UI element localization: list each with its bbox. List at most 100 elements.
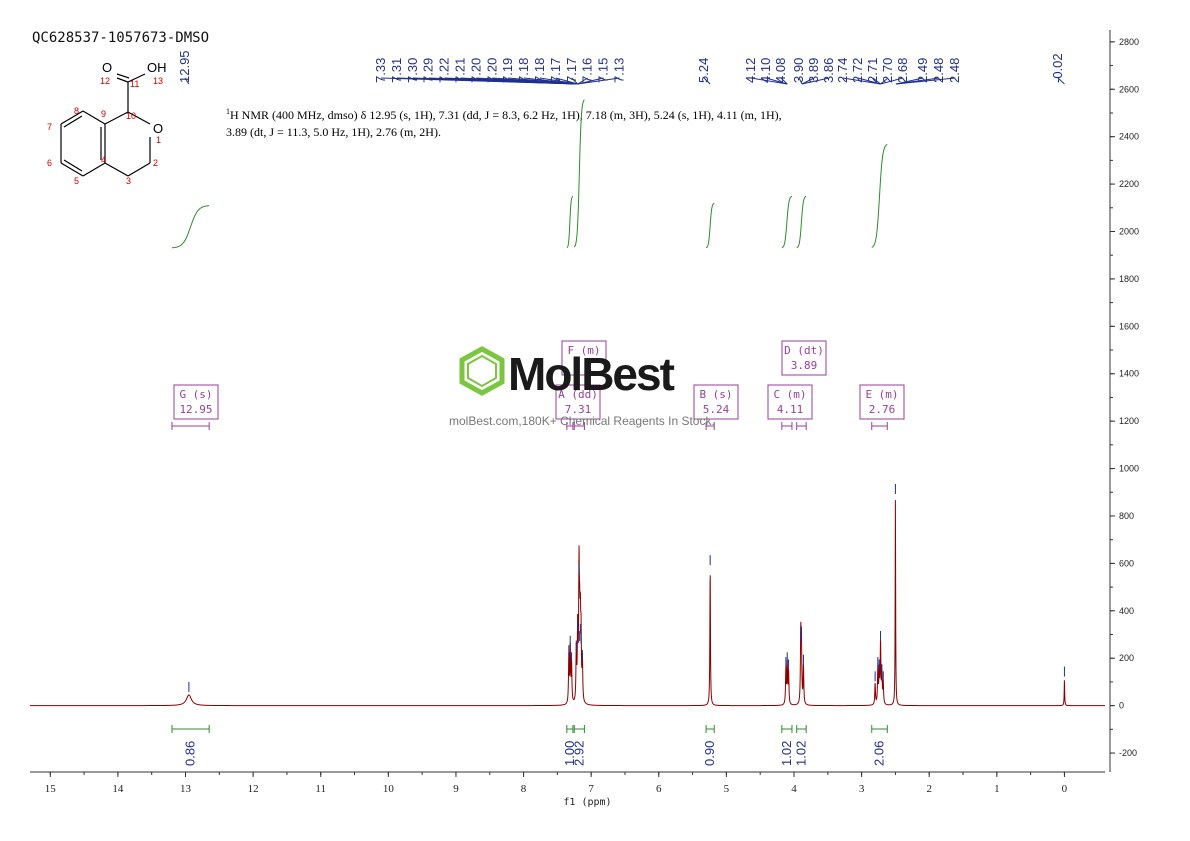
- peak-label: 7.20: [484, 58, 499, 83]
- peak-label-leader: [703, 77, 711, 85]
- integral-curve: [171, 205, 210, 249]
- multiplet-label: D (dt): [784, 344, 824, 357]
- watermark-tagline: molBest.com,180K+ Chemical Reagents In S…: [449, 414, 715, 428]
- x-tick-label: 1: [994, 783, 1000, 795]
- x-tick-label: 14: [112, 783, 124, 795]
- integral-labels: 0.86 1.002.92 0.90 1.02 1.02 2.06: [171, 725, 888, 766]
- multiplet-value: 5.24: [703, 403, 730, 416]
- y-tick-label: 800: [1119, 511, 1134, 521]
- multiplet-label: G (s): [179, 388, 212, 401]
- peak-label-leader: [872, 77, 881, 85]
- peak-label: 5.24: [696, 58, 711, 83]
- atom-o-carbonyl: O: [102, 60, 112, 75]
- peak-label: 4.08: [773, 58, 788, 83]
- spectrum-line: [30, 500, 1105, 707]
- integral-curve: [871, 144, 888, 248]
- peak-label-leader: [880, 77, 889, 85]
- y-tick-label: 2600: [1119, 84, 1139, 94]
- peak-label: 7.17: [564, 58, 579, 83]
- atom-number-3: 3: [126, 176, 131, 186]
- y-tick-label: 1200: [1119, 416, 1139, 426]
- peak-label-leader: [765, 77, 788, 85]
- x-tick-label: 2: [926, 783, 932, 795]
- multiplet-value: 2.76: [869, 403, 896, 416]
- x-tick-label: 15: [45, 783, 57, 795]
- peak-label-leader: [880, 77, 904, 85]
- y-tick-label: 2200: [1119, 179, 1139, 189]
- y-tick-label: 1000: [1119, 464, 1139, 474]
- y-tick-label: 200: [1119, 653, 1134, 663]
- y-tick-label: 1400: [1119, 369, 1139, 379]
- peak-label-leader: [577, 77, 620, 85]
- peak-label-leader: [571, 77, 578, 85]
- multiplet-box: [859, 384, 905, 420]
- peak-label-leader: [577, 77, 588, 85]
- peak-labels: 7.33 7.31 7.30 7.29 7.22 7.21 7.20 7.20 7.19 7.18…: [177, 50, 1065, 85]
- atom-number-8: 8: [74, 106, 79, 116]
- atom-number-6: 6: [47, 158, 52, 168]
- x-tick-label: 9: [453, 783, 459, 795]
- axes: 15 14 13 12 11 10 9 8 7 6 5 4 3 2 1 0f1 (ppm)-200020040…: [30, 30, 1139, 808]
- peak-label-leader: [798, 77, 803, 85]
- peak-label: 7.13: [612, 58, 627, 83]
- peak-label: 7.20: [468, 58, 483, 83]
- peak-label: 2.71: [865, 58, 880, 83]
- molecule-atom-labels: O OH O: [102, 60, 167, 136]
- multiplet-label: F (m): [567, 344, 600, 357]
- peak-label: 3.89: [806, 58, 821, 83]
- spectrum-trace: [30, 484, 1105, 707]
- y-tick-label: -200: [1119, 748, 1137, 758]
- multiplet-label: A (dd): [558, 388, 598, 401]
- peak-label: 2.70: [880, 58, 895, 83]
- atom-o-ring: O: [153, 121, 163, 136]
- integral-curve: [781, 195, 793, 249]
- watermark-logo-text: MolBest: [508, 348, 675, 400]
- integral-label: 0.90: [702, 741, 717, 766]
- peak-label: 4.10: [758, 58, 773, 83]
- peak-label: 2.68: [895, 58, 910, 83]
- peak-label: 2.72: [850, 58, 865, 83]
- peak-label: 2.74: [835, 58, 850, 83]
- y-tick-label: 2800: [1119, 37, 1139, 47]
- peak-label-leader: [555, 77, 578, 85]
- x-tick-label: 12: [248, 783, 259, 795]
- atom-oh: OH: [147, 60, 167, 75]
- peak-label: 4.12: [743, 58, 758, 83]
- integral-curve: [705, 202, 715, 249]
- nucleus-superscript: 1: [226, 107, 230, 116]
- peak-label: 7.21: [453, 58, 468, 83]
- x-tick-label: 0: [1062, 783, 1068, 795]
- integral-curves: [171, 99, 888, 249]
- x-tick-label: 13: [180, 783, 192, 795]
- multiplet-box: [173, 384, 219, 420]
- atom-number-2: 2: [153, 158, 158, 168]
- peak-label: 7.22: [437, 58, 452, 83]
- x-tick-label: 6: [656, 783, 662, 795]
- peak-label: 7.29: [421, 58, 436, 83]
- peak-label: 7.16: [580, 58, 595, 83]
- peak-label-leader: [801, 77, 830, 85]
- peak-label-leader: [780, 77, 788, 85]
- x-tick-label: 7: [588, 783, 594, 795]
- peak-label-leader: [1057, 77, 1065, 85]
- multiplet-value: 7.31: [565, 403, 592, 416]
- integral-label: 1.02: [793, 741, 808, 766]
- y-tick-label: 1800: [1119, 274, 1139, 284]
- multiplet-value: 3.89: [791, 359, 818, 372]
- molecule-atom-numbers: 12 11 13 10 1 9 8 7 6 5 4 3 2: [47, 76, 163, 186]
- integral-curve: [796, 195, 807, 249]
- peak-label: -0.02: [1050, 53, 1065, 83]
- atom-number-13: 13: [153, 76, 163, 86]
- integral-label: 2.92: [571, 741, 586, 766]
- nmr-description-text: H NMR (400 MHz, dmso) δ 12.95 (s, 1H), 7…: [226, 108, 782, 139]
- multiplet-box: [781, 340, 827, 376]
- peak-label: 7.19: [500, 58, 515, 83]
- peak-label: 7.33: [373, 58, 388, 83]
- multiplet-box: [693, 384, 739, 420]
- peak-label-leader: [184, 77, 190, 85]
- integral-label: 1.02: [779, 741, 794, 766]
- x-axis-label: f1 (ppm): [563, 797, 611, 808]
- atom-number-11: 11: [130, 79, 139, 89]
- y-tick-label: 2400: [1119, 132, 1139, 142]
